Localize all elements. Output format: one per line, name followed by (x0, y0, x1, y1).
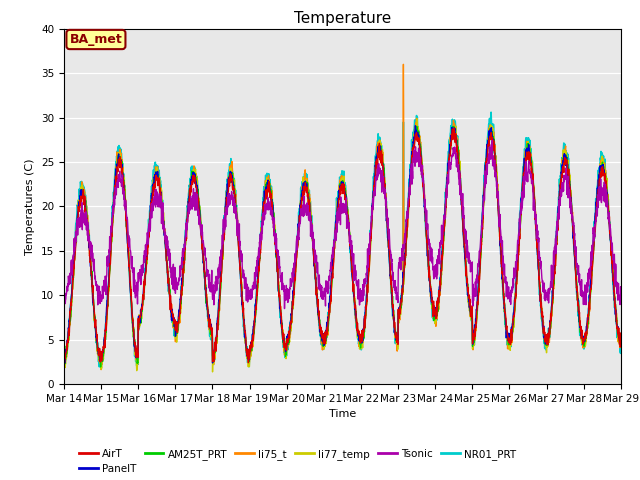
li75_t (568, 214, 576, 219)
Legend: AirT, PanelT, AM25T_PRT, li75_t, li77_temp, Tsonic, NR01_PRT: AirT, PanelT, AM25T_PRT, li75_t, li77_te… (75, 444, 520, 478)
Tsonic (359, 288, 367, 293)
AirT (60, 350, 68, 356)
li75_t (617, 335, 625, 341)
AM25T_PRT (371, 176, 379, 182)
AM25T_PRT (505, 341, 513, 347)
NR01_PRT (60, 358, 68, 364)
PanelT (371, 174, 379, 180)
NR01_PRT (371, 160, 379, 166)
AM25T_PRT (584, 326, 591, 332)
AM25T_PRT (413, 123, 420, 129)
li75_t (60, 361, 68, 367)
Line: Tsonic: Tsonic (64, 141, 621, 309)
AirT (244, 360, 252, 366)
Tsonic (216, 262, 223, 267)
li75_t (371, 164, 379, 169)
PanelT (359, 338, 367, 344)
li75_t (359, 337, 367, 343)
li77_temp (505, 342, 513, 348)
Y-axis label: Temperatures (C): Temperatures (C) (26, 158, 35, 255)
PanelT (568, 217, 576, 223)
Tsonic (617, 288, 625, 294)
AM25T_PRT (60, 356, 68, 361)
NR01_PRT (505, 339, 513, 345)
Text: BA_met: BA_met (70, 33, 122, 46)
Line: li75_t: li75_t (64, 64, 621, 370)
NR01_PRT (216, 286, 223, 292)
Tsonic (281, 306, 289, 312)
li77_temp (568, 208, 576, 214)
NR01_PRT (617, 340, 625, 346)
PanelT (216, 291, 223, 297)
li75_t (399, 61, 407, 67)
NR01_PRT (487, 109, 495, 115)
Line: PanelT: PanelT (64, 126, 621, 363)
NR01_PRT (584, 320, 591, 325)
PanelT (209, 360, 216, 366)
AM25T_PRT (216, 300, 223, 305)
AirT (451, 125, 458, 131)
AirT (568, 211, 576, 217)
AM25T_PRT (97, 364, 104, 370)
AirT (359, 329, 367, 335)
li77_temp (584, 324, 591, 330)
li77_temp (617, 344, 625, 350)
PanelT (60, 349, 68, 355)
li77_temp (413, 116, 421, 122)
AM25T_PRT (617, 337, 625, 343)
li77_temp (359, 345, 367, 351)
AM25T_PRT (359, 337, 367, 343)
li75_t (584, 324, 591, 330)
PanelT (584, 314, 591, 320)
Tsonic (568, 216, 576, 221)
AM25T_PRT (568, 211, 576, 217)
li77_temp (371, 175, 379, 181)
AirT (216, 301, 223, 307)
li75_t (97, 367, 105, 372)
AirT (371, 179, 379, 184)
Title: Temperature: Temperature (294, 11, 391, 26)
Tsonic (371, 185, 379, 191)
AirT (505, 337, 513, 343)
li75_t (505, 344, 513, 350)
Line: AirT: AirT (64, 128, 621, 363)
Line: AM25T_PRT: AM25T_PRT (64, 126, 621, 367)
Line: NR01_PRT: NR01_PRT (64, 112, 621, 367)
Line: li77_temp: li77_temp (64, 119, 621, 372)
NR01_PRT (568, 209, 576, 215)
li75_t (216, 308, 223, 313)
Tsonic (60, 294, 68, 300)
NR01_PRT (95, 364, 103, 370)
Tsonic (488, 138, 496, 144)
X-axis label: Time: Time (329, 409, 356, 419)
li77_temp (60, 353, 68, 359)
NR01_PRT (359, 335, 367, 340)
PanelT (505, 330, 513, 336)
AirT (617, 337, 625, 343)
PanelT (617, 338, 625, 344)
Tsonic (584, 289, 591, 295)
Tsonic (505, 284, 513, 290)
li77_temp (216, 301, 223, 307)
AirT (584, 318, 591, 324)
PanelT (412, 123, 419, 129)
li77_temp (209, 369, 216, 375)
